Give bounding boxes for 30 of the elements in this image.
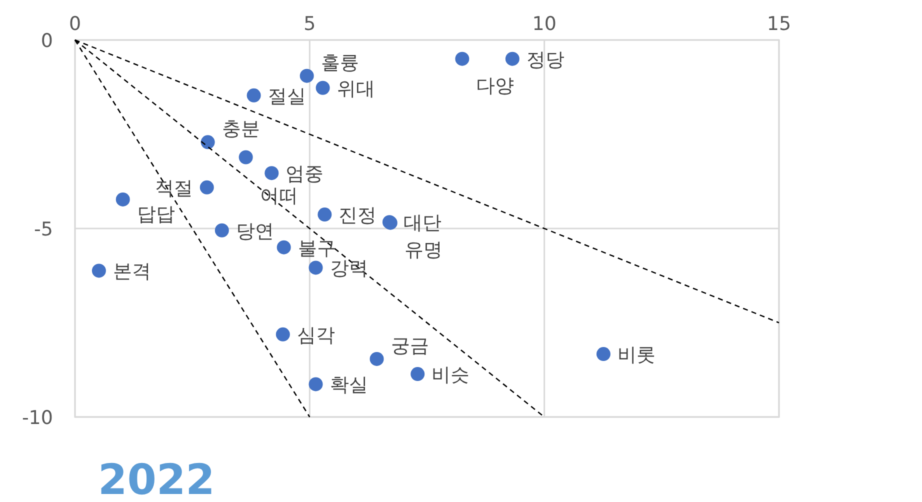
annotation: 충분 [222, 118, 260, 140]
annotation: 적절 [154, 177, 193, 200]
x-tick-label: 5 [304, 13, 316, 35]
annotation: 확실 [330, 374, 368, 396]
x-tick-label: 15 [766, 13, 792, 35]
annotation: 위대 [336, 78, 375, 100]
annotation: 강력 [330, 258, 368, 280]
annotation: 엄중 [286, 163, 324, 186]
annotation: 절실 [268, 85, 306, 108]
annotation: 유명 [404, 238, 442, 261]
annotation: 훌륭 [320, 52, 359, 74]
annotation: 심각 [296, 324, 335, 346]
y-tick-label: 0 [40, 30, 53, 52]
annotation: 비슷 [432, 364, 470, 386]
annotation: 정당 [526, 48, 564, 71]
y-tick-label: -10 [22, 407, 53, 429]
annotation: 궁금 [390, 334, 429, 357]
annotation: 답답 [136, 203, 175, 226]
x-tick-label: 0 [68, 13, 82, 35]
text: 2022 [98, 455, 215, 502]
annotation: 비롯 [617, 344, 656, 366]
annotation: 다양 [476, 74, 514, 97]
annotation: 당연 [236, 220, 274, 242]
annotation: 어떠 [260, 185, 298, 208]
y-tick-label: -5 [34, 218, 53, 240]
annotation: 대단 [403, 212, 442, 234]
annotation: 불구 [298, 237, 336, 260]
x-tick-label: 10 [532, 13, 556, 35]
annotation: 본격 [112, 260, 151, 283]
annotation: 진정 [338, 204, 377, 227]
